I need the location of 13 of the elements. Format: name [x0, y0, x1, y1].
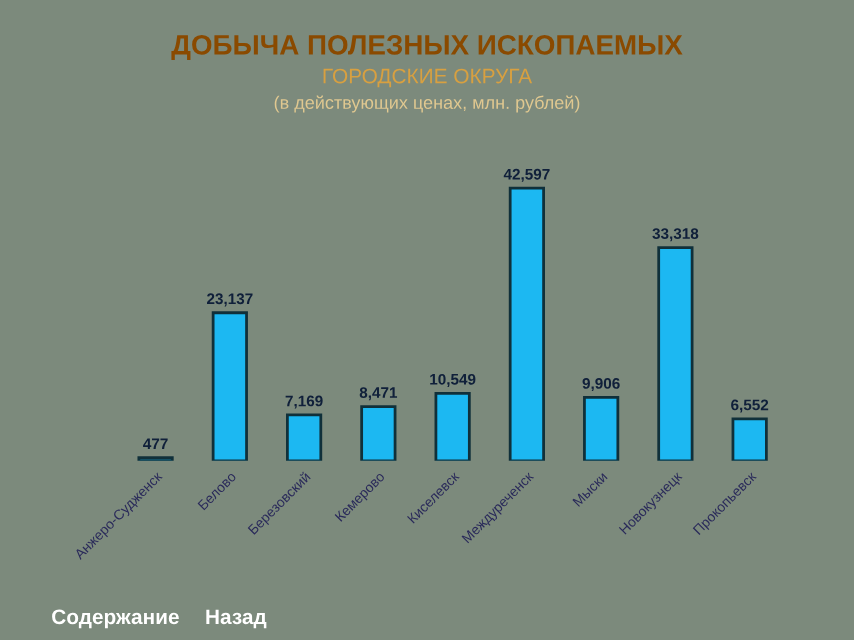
bar [583, 396, 620, 461]
bar [434, 391, 471, 461]
bar [731, 417, 768, 461]
bar [286, 413, 323, 461]
bar [360, 405, 397, 461]
chart-subtitle: ГОРОДСКИЕ ОКРУГА [323, 68, 533, 88]
bar [211, 311, 248, 461]
chart-title: ДОБЫЧА ПОЛЕЗНЫХ ИСКОПАЕМЫХ [171, 35, 683, 60]
text: (в действующих ценах, млн. рублей) [274, 95, 580, 113]
bar [508, 186, 545, 461]
text: Содержание [52, 609, 179, 629]
text: Назад [206, 609, 267, 629]
bar [657, 246, 694, 461]
